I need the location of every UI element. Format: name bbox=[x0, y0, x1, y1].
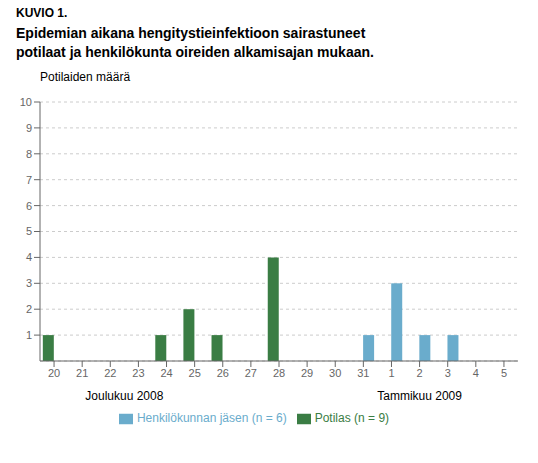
svg-text:7: 7 bbox=[26, 174, 32, 186]
svg-text:5: 5 bbox=[26, 225, 32, 237]
svg-text:30: 30 bbox=[329, 367, 341, 379]
html-text:potilaat ja henkilökunta oirei: potilaat ja henkilökunta oireiden alkami… bbox=[16, 44, 374, 60]
svg-text:31: 31 bbox=[357, 367, 369, 379]
svg-text:27: 27 bbox=[245, 367, 257, 379]
svg-text:5: 5 bbox=[501, 367, 507, 379]
svg-text:1: 1 bbox=[388, 367, 394, 379]
html-text:Joulukuu 2008: Joulukuu 2008 bbox=[85, 389, 164, 403]
svg-text:3: 3 bbox=[445, 367, 451, 379]
svg-text:21: 21 bbox=[76, 367, 88, 379]
svg-text:4: 4 bbox=[26, 251, 32, 263]
html-text:Potilaiden määrä: Potilaiden määrä bbox=[40, 70, 131, 84]
html-text:KUVIO 1.: KUVIO 1. bbox=[16, 6, 68, 20]
svg-text:22: 22 bbox=[104, 367, 116, 379]
svg-text:8: 8 bbox=[26, 148, 32, 160]
svg-text:4: 4 bbox=[473, 367, 479, 379]
svg-text:29: 29 bbox=[301, 367, 313, 379]
svg-text:1: 1 bbox=[26, 329, 32, 341]
svg-text:6: 6 bbox=[26, 200, 32, 212]
svg-text:9: 9 bbox=[26, 122, 32, 134]
svg-text:10: 10 bbox=[20, 96, 32, 108]
svg-text:2: 2 bbox=[26, 303, 32, 315]
svg-text:2: 2 bbox=[417, 367, 423, 379]
html-text:Potilas (n = 9): Potilas (n = 9) bbox=[314, 411, 390, 425]
svg-text:25: 25 bbox=[189, 367, 201, 379]
svg-text:26: 26 bbox=[217, 367, 229, 379]
svg-text:20: 20 bbox=[48, 367, 60, 379]
svg-text:23: 23 bbox=[132, 367, 144, 379]
svg-text:28: 28 bbox=[273, 367, 285, 379]
html-text:Tammikuu 2009: Tammikuu 2009 bbox=[377, 389, 462, 403]
svg-text:3: 3 bbox=[26, 277, 32, 289]
svg-text:24: 24 bbox=[160, 367, 172, 379]
html-text:Henkilökunnan jäsen (n = 6): Henkilökunnan jäsen (n = 6) bbox=[136, 411, 287, 425]
html-text:Epidemian aikana hengitystiein: Epidemian aikana hengitystieinfektioon s… bbox=[16, 25, 366, 41]
